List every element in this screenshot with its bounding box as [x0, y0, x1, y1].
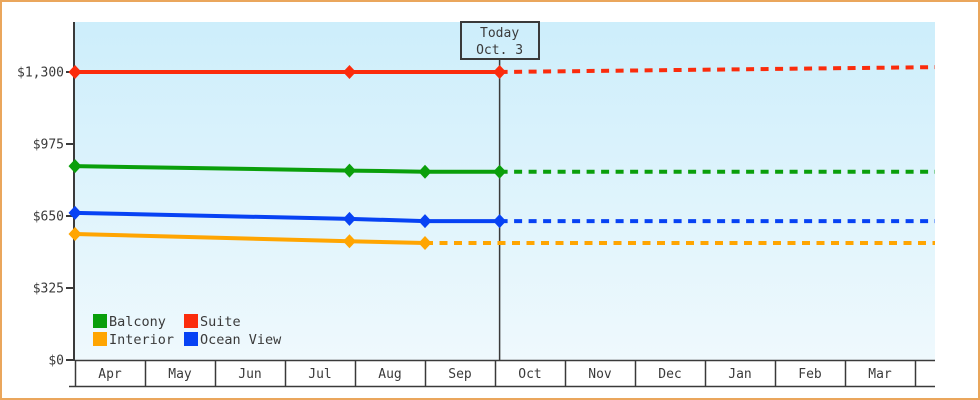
month-label: Sep: [448, 367, 472, 382]
today-marker-box: Today Oct. 3: [459, 21, 540, 60]
month-label: Jan: [728, 367, 751, 382]
y-tick-label: $1,300: [17, 66, 64, 81]
series-marker-balcony: [342, 163, 356, 178]
series-marker-ocean-view: [342, 211, 356, 226]
y-tick-label: $975: [33, 138, 64, 153]
month-label: Apr: [98, 367, 122, 382]
month-label: Oct: [518, 367, 541, 382]
series-marker-interior: [68, 226, 82, 241]
legend-label-ocean-view: Ocean View: [200, 332, 282, 348]
plot-background: [75, 22, 935, 360]
series-marker-ocean-view: [418, 214, 432, 229]
month-label: May: [168, 367, 192, 382]
month-label: Nov: [588, 367, 612, 382]
month-label: Aug: [378, 367, 401, 382]
y-tick-label: $650: [33, 210, 64, 225]
month-label: Dec: [658, 367, 681, 382]
legend-label-balcony: Balcony: [109, 314, 166, 330]
legend-swatch-balcony: [93, 314, 107, 328]
series-projection-suite: [499, 65, 936, 74]
series-marker-balcony: [493, 164, 507, 179]
month-label: Mar: [868, 367, 892, 382]
legend-swatch-interior: [93, 332, 107, 346]
series-line-ocean-view: [74, 210, 500, 224]
series-marker-suite: [68, 65, 82, 79]
today-label: Today: [480, 26, 520, 41]
series-marker-interior: [342, 234, 356, 249]
legend-label-suite: Suite: [200, 314, 241, 330]
today-date: Oct. 3: [476, 43, 524, 58]
legend-label-interior: Interior: [109, 332, 174, 348]
series-marker-balcony: [68, 159, 82, 174]
series-marker-balcony: [418, 164, 432, 179]
series-marker-suite: [342, 65, 356, 79]
month-label: Jul: [308, 367, 331, 382]
series-marker-interior: [418, 236, 432, 251]
series-line-balcony: [74, 164, 500, 174]
month-label: Jun: [238, 367, 261, 382]
series-marker-suite: [493, 65, 507, 79]
y-tick-label: $0: [48, 354, 64, 369]
series-marker-ocean-view: [68, 205, 82, 220]
y-tick-label: $325: [33, 282, 64, 297]
legend-swatch-ocean-view: [184, 332, 198, 346]
month-label: Feb: [798, 367, 822, 382]
series-marker-ocean-view: [493, 214, 507, 229]
legend-swatch-suite: [184, 314, 198, 328]
